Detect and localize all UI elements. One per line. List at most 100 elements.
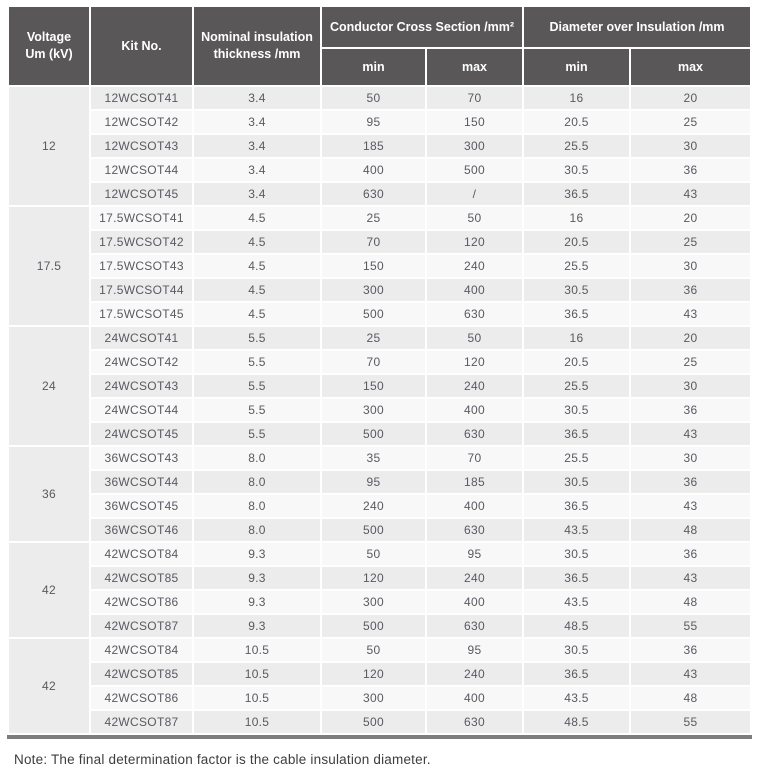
dia-max-cell: 48 — [631, 687, 750, 709]
thickness-cell: 8.0 — [194, 519, 320, 541]
col-header-dia-max: max — [631, 49, 750, 85]
table-row: 17.5 17.5WCSOT41 4.5 25 50 16 20 — [9, 207, 750, 325]
kit-no-cell: 12WCSOT41 — [91, 87, 192, 109]
ccs-min-cell: 50 — [322, 639, 425, 661]
thickness-cell: 9.3 — [194, 543, 320, 565]
dia-max-cell: 30 — [631, 255, 750, 277]
ccs-max-cell: / — [427, 183, 522, 205]
thickness-cell: 5.5 — [194, 423, 320, 445]
dia-max-cell: 36 — [631, 543, 750, 565]
table-row: 17.5WCSOT45 4.5 500 630 36.5 43 — [9, 303, 750, 325]
ccs-max-cell: 630 — [427, 615, 522, 637]
dia-max-cell: 20 — [631, 327, 750, 349]
dia-min-cell: 36.5 — [524, 183, 629, 205]
kit-no-cell: 36WCSOT45 — [91, 495, 192, 517]
table-row: 12WCSOT44 3.4 400 500 30.5 36 — [9, 159, 750, 181]
dia-max-cell: 25 — [631, 231, 750, 253]
ccs-max-cell: 300 — [427, 135, 522, 157]
ccs-min-cell: 500 — [322, 711, 425, 733]
ccs-max-cell: 95 — [427, 639, 522, 661]
ccs-max-cell: 400 — [427, 495, 522, 517]
thickness-cell: 3.4 — [194, 111, 320, 133]
kit-no-cell: 42WCSOT84 — [91, 639, 192, 661]
dia-max-cell: 43 — [631, 567, 750, 589]
voltage-cell: 17.5 — [9, 207, 89, 325]
voltage-cell: 24 — [9, 327, 89, 445]
ccs-max-cell: 630 — [427, 519, 522, 541]
thickness-cell: 9.3 — [194, 567, 320, 589]
col-header-thickness: Nominal insulation thickness /mm — [194, 7, 320, 85]
table-row: 42WCSOT87 10.5 500 630 48.5 55 — [9, 711, 750, 733]
dia-min-cell: 16 — [524, 207, 629, 229]
kit-no-cell: 42WCSOT85 — [91, 663, 192, 685]
col-header-conductor-cross-section: Conductor Cross Section /mm² — [322, 7, 522, 47]
dia-min-cell: 25.5 — [524, 375, 629, 397]
ccs-max-cell: 240 — [427, 375, 522, 397]
dia-min-cell: 36.5 — [524, 495, 629, 517]
table-row: 42WCSOT86 9.3 300 400 43.5 48 — [9, 591, 750, 613]
col-header-ccs-max: max — [427, 49, 522, 85]
ccs-max-cell: 240 — [427, 663, 522, 685]
thickness-cell: 8.0 — [194, 447, 320, 469]
table-row: 42WCSOT85 9.3 120 240 36.5 43 — [9, 567, 750, 589]
kit-no-cell: 36WCSOT46 — [91, 519, 192, 541]
voltage-cell: 12 — [9, 87, 89, 205]
kit-no-cell: 17.5WCSOT41 — [91, 207, 192, 229]
dia-min-cell: 43.5 — [524, 687, 629, 709]
kit-no-cell: 42WCSOT86 — [91, 591, 192, 613]
ccs-max-cell: 50 — [427, 327, 522, 349]
dia-max-cell: 36 — [631, 279, 750, 301]
thickness-cell: 4.5 — [194, 303, 320, 325]
table-body: 12 12WCSOT41 3.4 50 70 16 20 12WCSOT42 3.4 95 150 2… — [9, 87, 750, 733]
table-row: 24WCSOT42 5.5 70 120 20.5 25 — [9, 351, 750, 373]
dia-min-cell: 30.5 — [524, 471, 629, 493]
dia-min-cell: 30.5 — [524, 159, 629, 181]
thickness-cell: 4.5 — [194, 255, 320, 277]
ccs-max-cell: 400 — [427, 279, 522, 301]
dia-max-cell: 43 — [631, 183, 750, 205]
voltage-cell: 36 — [9, 447, 89, 541]
kit-no-cell: 17.5WCSOT44 — [91, 279, 192, 301]
dia-max-cell: 55 — [631, 711, 750, 733]
dia-max-cell: 36 — [631, 639, 750, 661]
ccs-min-cell: 70 — [322, 231, 425, 253]
kit-no-cell: 12WCSOT43 — [91, 135, 192, 157]
ccs-max-cell: 95 — [427, 543, 522, 565]
kit-selection-table: Voltage Um (kV) Kit No. Nominal insulati… — [7, 5, 752, 735]
table-row: 17.5WCSOT42 4.5 70 120 20.5 25 — [9, 231, 750, 253]
ccs-max-cell: 240 — [427, 567, 522, 589]
table-row: 24WCSOT43 5.5 150 240 25.5 30 — [9, 375, 750, 397]
dia-min-cell: 30.5 — [524, 639, 629, 661]
dia-max-cell: 55 — [631, 615, 750, 637]
kit-no-cell: 42WCSOT87 — [91, 615, 192, 637]
dia-min-cell: 25.5 — [524, 447, 629, 469]
ccs-min-cell: 150 — [322, 255, 425, 277]
dia-min-cell: 16 — [524, 87, 629, 109]
dia-min-cell: 36.5 — [524, 567, 629, 589]
dia-min-cell: 30.5 — [524, 279, 629, 301]
kit-no-cell: 24WCSOT42 — [91, 351, 192, 373]
ccs-min-cell: 120 — [322, 663, 425, 685]
kit-no-cell: 17.5WCSOT42 — [91, 231, 192, 253]
ccs-max-cell: 500 — [427, 159, 522, 181]
ccs-min-cell: 300 — [322, 399, 425, 421]
dia-max-cell: 36 — [631, 159, 750, 181]
ccs-max-cell: 400 — [427, 687, 522, 709]
table-row: 12WCSOT42 3.4 95 150 20.5 25 — [9, 111, 750, 133]
table-row: 42WCSOT87 9.3 500 630 48.5 55 — [9, 615, 750, 637]
dia-min-cell: 36.5 — [524, 303, 629, 325]
thickness-cell: 4.5 — [194, 279, 320, 301]
note-text: Note: The final determination factor is … — [14, 752, 431, 767]
kit-no-cell: 24WCSOT41 — [91, 327, 192, 349]
dia-max-cell: 43 — [631, 663, 750, 685]
ccs-min-cell: 150 — [322, 375, 425, 397]
thickness-cell: 10.5 — [194, 639, 320, 661]
thickness-cell: 3.4 — [194, 183, 320, 205]
ccs-min-cell: 25 — [322, 327, 425, 349]
kit-no-cell: 42WCSOT87 — [91, 711, 192, 733]
dia-max-cell: 36 — [631, 471, 750, 493]
ccs-min-cell: 400 — [322, 159, 425, 181]
table-row: 12WCSOT43 3.4 185 300 25.5 30 — [9, 135, 750, 157]
thickness-cell: 5.5 — [194, 327, 320, 349]
thickness-cell: 4.5 — [194, 231, 320, 253]
